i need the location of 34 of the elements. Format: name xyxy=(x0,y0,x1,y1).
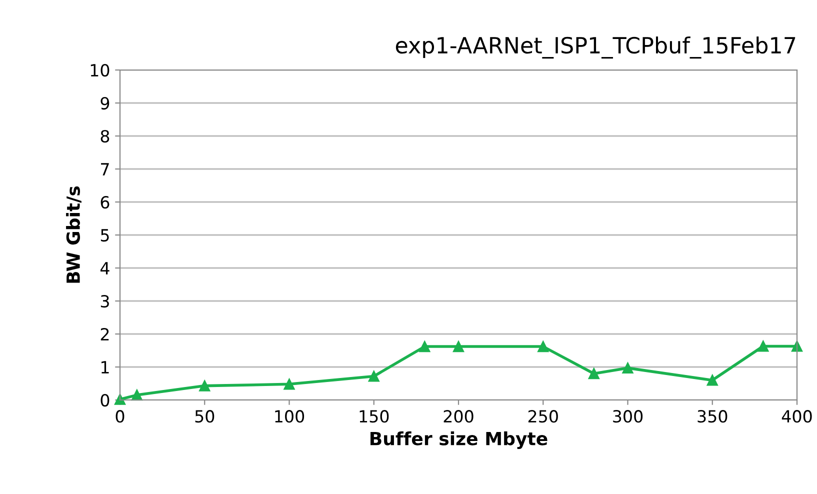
x-tick-label: 100 xyxy=(275,410,304,423)
point xyxy=(452,340,464,352)
x-tick-label: 50 xyxy=(195,410,214,423)
point xyxy=(199,380,210,392)
y-tick-label: 1 xyxy=(102,361,109,374)
y-tick-label: 8 xyxy=(100,130,110,143)
chart-title: exp1-AARNet_ISP1_TCPbuf_15Feb17 xyxy=(396,36,796,59)
point xyxy=(419,340,430,352)
y-tick-label: 10 xyxy=(90,64,110,77)
y-tick-label: 5 xyxy=(100,229,109,242)
x-tick-label: 0 xyxy=(116,410,124,423)
x-tick-label: 200 xyxy=(444,410,474,423)
y-tick-label: 0 xyxy=(100,394,110,407)
x-tick-label: 150 xyxy=(360,410,389,423)
x-tick-label: 350 xyxy=(698,410,728,423)
point xyxy=(622,362,634,374)
point xyxy=(588,368,600,380)
y-tick-label: 3 xyxy=(100,294,109,308)
y-tick-label: 4 xyxy=(100,262,110,274)
point xyxy=(758,340,769,352)
point xyxy=(368,370,380,382)
y-tick-label: 2 xyxy=(100,328,109,340)
x-tick-label: 250 xyxy=(528,410,558,423)
x-tick-label: 400 xyxy=(782,410,812,423)
point xyxy=(538,340,549,352)
point xyxy=(114,394,126,405)
y-tick-label: 6 xyxy=(100,196,110,209)
x-tick-label: 300 xyxy=(613,410,643,423)
point xyxy=(706,374,718,386)
x-axis-title: Buffer size Mbyte xyxy=(370,431,548,450)
y-tick-label: 7 xyxy=(101,163,109,176)
point xyxy=(284,378,295,390)
y-axis-title: BW Gbit/s xyxy=(66,186,82,283)
y-tick-label: 9 xyxy=(100,96,110,110)
